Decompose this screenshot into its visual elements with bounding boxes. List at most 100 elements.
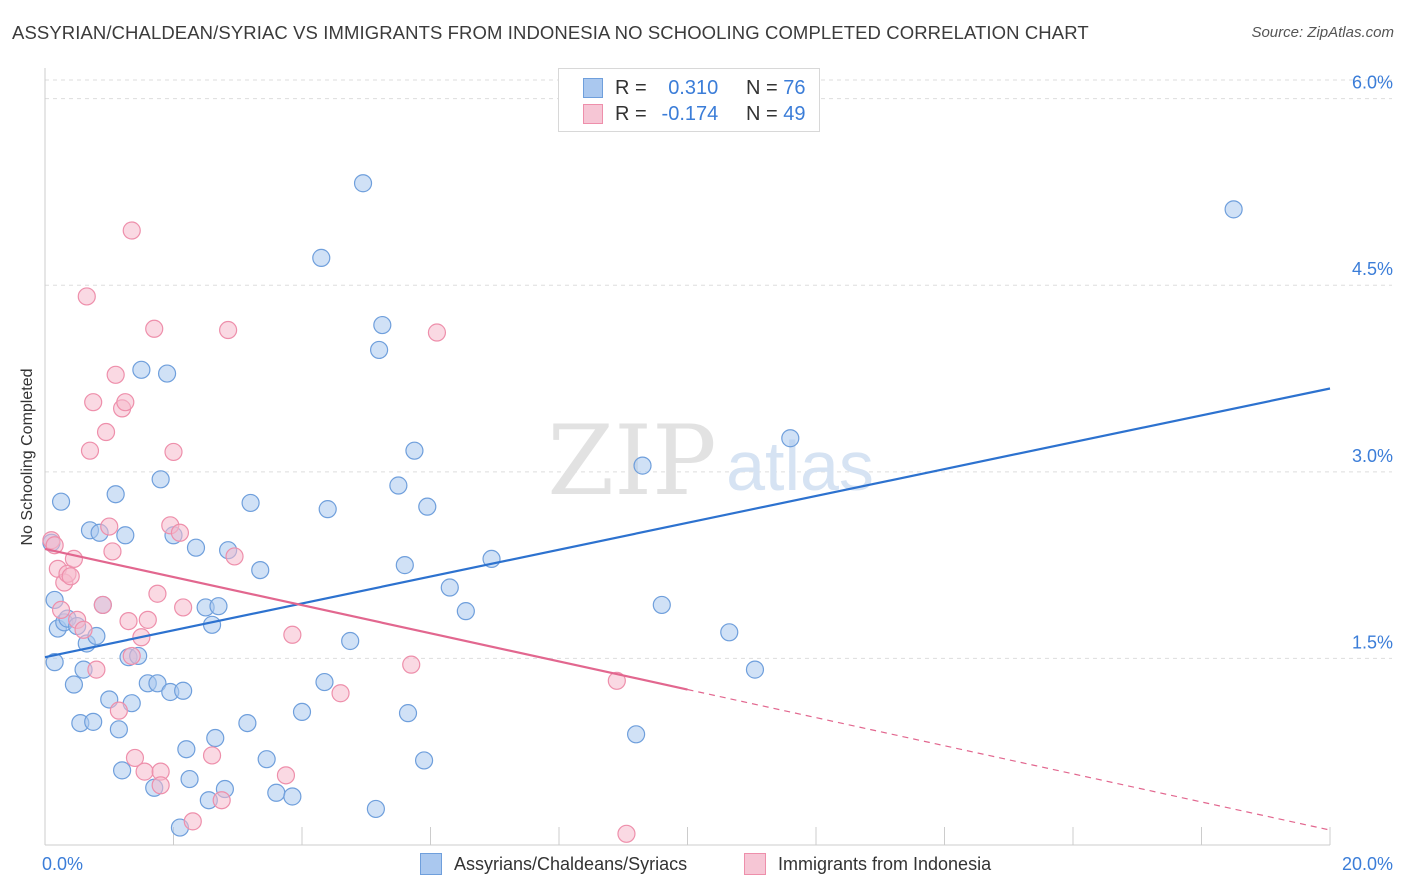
y-tick-label: 1.5%: [1352, 632, 1393, 652]
data-point-blue: [157, 364, 177, 383]
legend-row-blue: R = 0.310 N = 76: [583, 76, 806, 100]
data-point-blue: [186, 538, 206, 557]
legend-r-label: R =: [615, 76, 647, 99]
chart-title: ASSYRIAN/CHALDEAN/SYRIAC VS IMMIGRANTS F…: [12, 22, 1089, 43]
source-label: Source: ZipAtlas.com: [1251, 24, 1394, 41]
trend-line-blue: [44, 387, 1331, 659]
data-point-pink: [135, 762, 154, 781]
data-point-pink: [103, 542, 122, 561]
y-tick-label: 6.0%: [1352, 73, 1393, 93]
data-point-pink: [93, 595, 112, 615]
data-point-blue: [257, 750, 276, 769]
data-point-pink: [402, 655, 421, 674]
data-point-pink: [122, 221, 141, 240]
data-point-blue: [395, 556, 414, 575]
legend-swatch-pink: [583, 104, 603, 124]
data-point-blue: [373, 315, 392, 335]
data-point-blue: [781, 429, 800, 448]
data-point-blue: [64, 675, 84, 694]
data-point-pink: [212, 791, 231, 810]
data-point-pink: [164, 442, 183, 462]
data-point-blue: [418, 497, 437, 516]
data-point-blue: [116, 526, 135, 545]
data-point-blue: [241, 493, 260, 513]
data-point-pink: [119, 611, 138, 631]
data-point-pink: [84, 393, 103, 412]
data-point-blue: [720, 623, 739, 642]
data-point-pink: [87, 660, 106, 679]
legend-n-value: 49: [783, 102, 806, 125]
data-point-pink: [617, 824, 636, 843]
data-point-blue: [206, 728, 225, 748]
data-point-blue: [174, 681, 193, 700]
data-point-pink: [225, 547, 244, 566]
data-point-blue: [180, 769, 199, 789]
zipatlas-watermark: ZIP atlas: [547, 405, 874, 517]
trend-line-pink-extrapolated: [687, 688, 1331, 831]
data-point-pink: [106, 365, 125, 384]
watermark-atlas: atlas: [726, 427, 874, 505]
correlation-legend: R = 0.310 N = 76 R = -0.174 N = 49: [558, 68, 820, 132]
data-point-blue: [45, 653, 64, 672]
data-point-blue: [238, 713, 257, 733]
series-swatch-blue: [420, 853, 442, 875]
data-point-blue: [626, 725, 646, 744]
legend-r-value: 0.310: [668, 76, 719, 99]
y-tick-label: 3.0%: [1352, 446, 1393, 466]
data-point-pink: [331, 684, 350, 703]
series-name-pink: Immigrants from Indonesia: [778, 853, 992, 874]
data-point-blue: [341, 631, 360, 651]
data-point-pink: [51, 600, 71, 620]
legend-n-label: N =: [746, 102, 778, 125]
data-point-blue: [652, 595, 671, 615]
legend-r-label: R =: [615, 102, 647, 125]
data-point-blue: [370, 340, 389, 360]
data-point-blue: [283, 787, 302, 806]
data-point-blue: [318, 500, 337, 519]
data-point-blue: [112, 761, 132, 780]
data-point-pink: [74, 620, 93, 639]
data-point-blue: [267, 783, 286, 802]
data-point-pink: [202, 746, 222, 765]
data-point-blue: [312, 248, 331, 267]
series-legend-pink: Immigrants from Indonesia: [744, 851, 991, 877]
data-point-pink: [283, 625, 302, 644]
data-point-pink: [122, 646, 141, 666]
data-point-pink: [151, 776, 170, 795]
data-point-pink: [607, 671, 626, 690]
data-point-blue: [366, 799, 385, 819]
data-point-blue: [132, 360, 151, 379]
data-point-pink: [138, 610, 157, 629]
data-point-blue: [51, 492, 71, 511]
data-point-blue: [106, 485, 125, 504]
data-point-pink: [109, 701, 128, 720]
data-point-blue: [353, 174, 373, 193]
y-tick-label: 4.5%: [1352, 259, 1393, 279]
watermark-zip: ZIP: [547, 405, 716, 517]
data-point-pink: [96, 422, 116, 442]
data-point-pink: [77, 287, 96, 306]
data-point-blue: [148, 674, 167, 693]
data-point-blue: [1224, 200, 1243, 219]
legend-n-label: N =: [746, 76, 778, 99]
data-point-pink: [61, 567, 80, 586]
data-point-pink: [183, 812, 202, 831]
series-legend-blue: Assyrians/Chaldeans/Syriacs: [420, 851, 687, 877]
data-point-blue: [292, 702, 312, 722]
data-point-pink: [174, 598, 193, 617]
data-point-blue: [456, 602, 475, 621]
legend-swatch-blue: [583, 78, 603, 98]
data-point-blue: [398, 704, 418, 723]
data-point-blue: [414, 751, 434, 770]
data-point-pink: [276, 766, 296, 785]
data-point-blue: [440, 578, 459, 597]
data-point-pink: [170, 523, 190, 542]
series-name-blue: Assyrians/Chaldeans/Syriacs: [454, 853, 688, 874]
data-point-blue: [202, 615, 222, 634]
data-point-blue: [633, 456, 652, 475]
data-point-pink: [219, 320, 238, 340]
legend-n-value: 76: [783, 76, 806, 99]
data-point-blue: [109, 720, 128, 739]
data-point-pink: [116, 393, 135, 412]
